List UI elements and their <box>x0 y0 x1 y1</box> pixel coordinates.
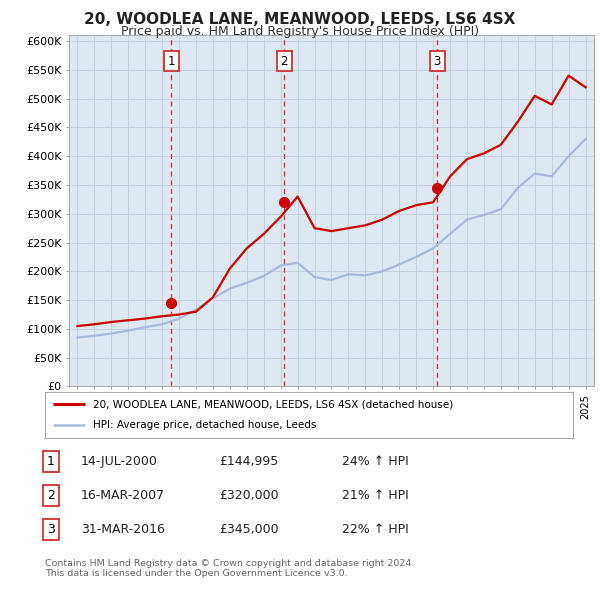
Text: 31-MAR-2016: 31-MAR-2016 <box>81 523 165 536</box>
Text: Contains HM Land Registry data © Crown copyright and database right 2024.: Contains HM Land Registry data © Crown c… <box>45 559 415 568</box>
Text: Price paid vs. HM Land Registry's House Price Index (HPI): Price paid vs. HM Land Registry's House … <box>121 25 479 38</box>
Text: 1: 1 <box>167 55 175 68</box>
Text: This data is licensed under the Open Government Licence v3.0.: This data is licensed under the Open Gov… <box>45 569 347 578</box>
Text: £320,000: £320,000 <box>219 489 278 502</box>
Text: £144,995: £144,995 <box>219 455 278 468</box>
Text: 1: 1 <box>47 455 55 468</box>
Text: HPI: Average price, detached house, Leeds: HPI: Average price, detached house, Leed… <box>92 420 316 430</box>
Text: 3: 3 <box>47 523 55 536</box>
Text: 24% ↑ HPI: 24% ↑ HPI <box>342 455 409 468</box>
Text: 20, WOODLEA LANE, MEANWOOD, LEEDS, LS6 4SX (detached house): 20, WOODLEA LANE, MEANWOOD, LEEDS, LS6 4… <box>92 399 453 409</box>
Text: 2: 2 <box>47 489 55 502</box>
Text: £345,000: £345,000 <box>219 523 278 536</box>
Text: 14-JUL-2000: 14-JUL-2000 <box>81 455 158 468</box>
Text: 3: 3 <box>434 55 441 68</box>
Text: 21% ↑ HPI: 21% ↑ HPI <box>342 489 409 502</box>
Text: 2: 2 <box>280 55 288 68</box>
Text: 20, WOODLEA LANE, MEANWOOD, LEEDS, LS6 4SX: 20, WOODLEA LANE, MEANWOOD, LEEDS, LS6 4… <box>85 12 515 27</box>
Text: 16-MAR-2007: 16-MAR-2007 <box>81 489 165 502</box>
Text: 22% ↑ HPI: 22% ↑ HPI <box>342 523 409 536</box>
